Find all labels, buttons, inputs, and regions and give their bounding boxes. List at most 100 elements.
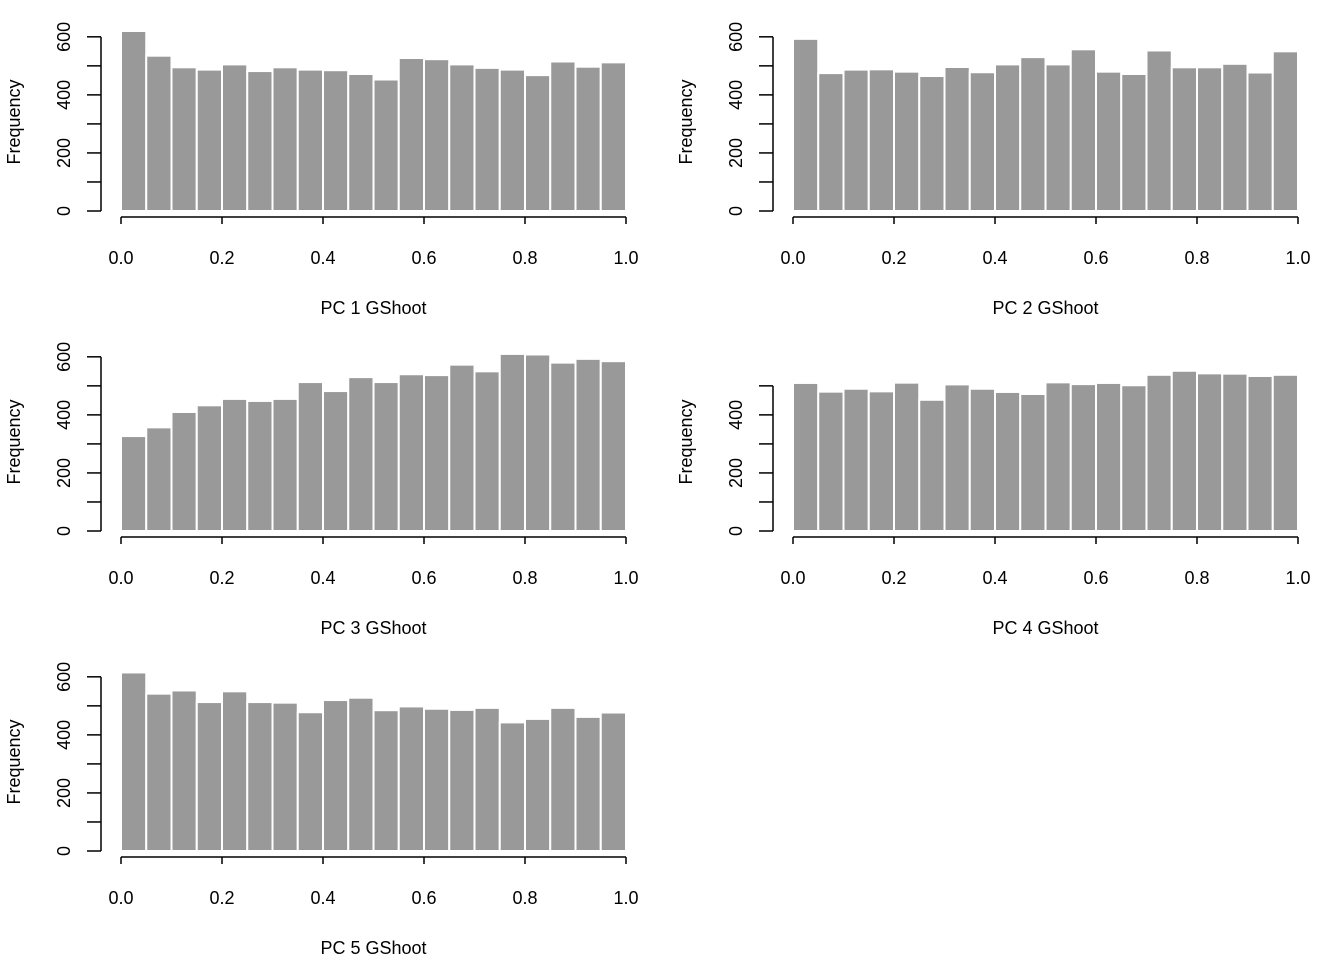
x-tick-label: 0.2 xyxy=(881,568,906,588)
y-tick-label: 400 xyxy=(54,400,74,430)
y-tick-label: 0 xyxy=(726,526,746,536)
histogram-bar xyxy=(145,692,173,853)
histogram-bar xyxy=(1095,70,1123,212)
x-tick-label: 1.0 xyxy=(613,568,638,588)
histogram-bar xyxy=(1246,374,1274,533)
histogram-bar xyxy=(347,376,375,532)
histogram-bar xyxy=(817,72,845,212)
histogram-bar xyxy=(842,68,870,212)
x-tick-label: 1.0 xyxy=(1285,248,1310,268)
histogram-bar xyxy=(246,70,274,213)
x-tick-label: 0.6 xyxy=(411,568,436,588)
histogram-bar xyxy=(170,689,198,853)
x-tick-label: 0.4 xyxy=(982,568,1007,588)
histogram-bar xyxy=(1069,48,1097,212)
histogram-bar xyxy=(599,360,627,532)
y-tick-label: 0 xyxy=(54,846,74,856)
histogram-bar xyxy=(524,717,552,852)
histogram-bar xyxy=(473,706,501,853)
histogram-bar xyxy=(347,72,375,213)
histogram-bar xyxy=(423,58,451,213)
histogram-bar xyxy=(397,57,425,212)
y-axis-label: Frequency xyxy=(4,79,24,164)
histogram-pc3: 0.0 0.2 0.4 0.6 0.8 1.0 PC 3 GShoot 0 200 400 600 F… xyxy=(4,342,639,638)
histogram-bar xyxy=(1271,50,1299,212)
y-tick-label: 0 xyxy=(54,526,74,536)
histogram-bar xyxy=(1196,66,1224,212)
histogram-bar xyxy=(498,68,526,212)
histogram-bar xyxy=(322,699,350,852)
histogram-bar xyxy=(1095,381,1123,532)
x-tick-label: 0.8 xyxy=(1184,568,1209,588)
x-axis: 0.0 0.2 0.4 0.6 0.8 1.0 xyxy=(108,856,639,908)
histogram-bar xyxy=(1271,373,1299,532)
histogram-bar xyxy=(347,696,375,852)
histogram-bar xyxy=(145,54,173,212)
x-axis-label: PC 2 GShoot xyxy=(992,298,1098,318)
histogram-bar xyxy=(599,61,627,213)
histogram-bar xyxy=(1221,62,1249,212)
x-tick-label: 0.2 xyxy=(209,248,234,268)
histogram-bar xyxy=(296,711,324,852)
histogram-bar xyxy=(893,70,921,212)
y-tick-label: 0 xyxy=(54,206,74,216)
histogram-bar xyxy=(246,701,274,853)
histogram-bar xyxy=(448,708,476,852)
bars xyxy=(792,37,1299,213)
histogram-bar xyxy=(943,383,971,532)
y-tick-label: 400 xyxy=(54,80,74,110)
y-tick-label: 200 xyxy=(54,778,74,808)
histogram-bar xyxy=(549,361,577,532)
x-tick-label: 0.6 xyxy=(411,248,436,268)
histogram-bar xyxy=(372,78,400,213)
histogram-bar xyxy=(524,353,552,532)
x-axis: 0.0 0.2 0.4 0.6 0.8 1.0 xyxy=(108,216,639,268)
histogram-bar xyxy=(397,705,425,852)
x-tick-label: 0.6 xyxy=(1083,248,1108,268)
y-axis-label: Frequency xyxy=(4,399,24,484)
histogram-bar xyxy=(1246,71,1274,212)
histogram-bar xyxy=(1170,369,1198,533)
histogram-bar xyxy=(221,63,249,212)
x-tick-label: 1.0 xyxy=(1285,568,1310,588)
histogram-bar xyxy=(918,398,946,533)
histogram-bar xyxy=(448,63,476,212)
x-tick-label: 0.4 xyxy=(310,568,335,588)
histogram-bar xyxy=(1145,49,1173,213)
x-tick-label: 0.6 xyxy=(1083,568,1108,588)
histogram-bar xyxy=(170,66,198,212)
histogram-bar xyxy=(322,390,350,533)
x-axis-label: PC 1 GShoot xyxy=(320,298,426,318)
histogram-bar xyxy=(599,711,627,852)
histogram-pc5: 0.0 0.2 0.4 0.6 0.8 1.0 PC 5 GShoot 0 200 400 600 F… xyxy=(4,662,639,958)
histogram-bar xyxy=(792,37,820,213)
histogram-bar xyxy=(271,66,299,212)
histogram-bar xyxy=(867,390,895,532)
histogram-bar xyxy=(423,707,451,852)
histogram-bar xyxy=(524,74,552,212)
y-axis: 0 200 400 600 xyxy=(54,342,102,536)
y-axis-label: Frequency xyxy=(676,79,696,164)
x-tick-label: 0.0 xyxy=(780,568,805,588)
histogram-bar xyxy=(473,66,501,213)
bars xyxy=(120,352,627,533)
y-axis: 0 200 400 600 xyxy=(54,22,102,216)
histogram-bar xyxy=(448,363,476,533)
histogram-bar xyxy=(372,381,400,533)
y-axis: 0 200 400 xyxy=(726,385,774,536)
histogram-bar xyxy=(221,397,249,532)
histogram-bar xyxy=(1145,373,1173,532)
histogram-bar xyxy=(423,374,451,532)
histogram-bar xyxy=(867,68,895,212)
histogram-bar xyxy=(817,390,845,532)
bars xyxy=(792,369,1299,533)
y-tick-label: 200 xyxy=(726,458,746,488)
x-axis: 0.0 0.2 0.4 0.6 0.8 1.0 xyxy=(780,536,1311,588)
histogram-bar xyxy=(574,65,602,212)
bars xyxy=(120,671,627,853)
histogram-bar xyxy=(120,671,148,852)
x-tick-label: 0.8 xyxy=(512,568,537,588)
histogram-bar xyxy=(943,66,971,212)
histogram-bar xyxy=(271,701,299,853)
